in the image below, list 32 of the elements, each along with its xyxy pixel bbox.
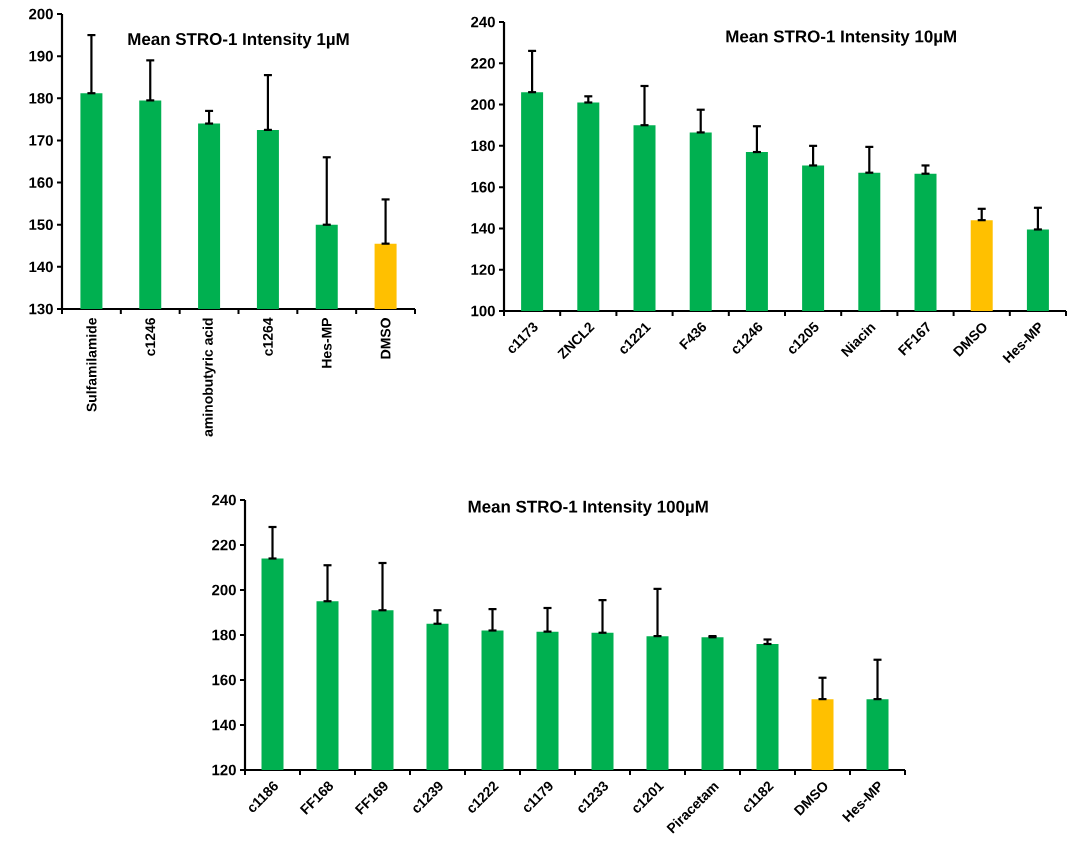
y-tick-label: 100	[471, 305, 495, 317]
y-tick-label: 140	[29, 261, 53, 273]
y-tick-label: 180	[471, 140, 495, 152]
text: Mean STRO-1 Intensity 1µM	[128, 32, 349, 49]
y-tick-label: 240	[471, 16, 495, 28]
x-tick-label: DMSO	[380, 318, 391, 359]
chart-title: Mean STRO-1 Intensity 10µM	[726, 29, 956, 46]
y-tick-label: 160	[471, 181, 495, 193]
y-tick-label: 150	[29, 219, 53, 230]
y-tick-label: 180	[212, 629, 236, 641]
y-tick-label: 200	[29, 8, 53, 20]
x-tick-label: Sulfamilamide	[86, 317, 97, 412]
y-tick-label: 140	[471, 223, 495, 234]
x-tick-label: Hes-MP	[321, 318, 332, 368]
y-tick-label: 240	[212, 494, 236, 506]
y-tick-label: 220	[212, 539, 236, 551]
y-tick-label: 140	[212, 719, 236, 731]
chart-title: Mean STRO-1 Intensity 100µM	[468, 500, 708, 516]
x-tick-label: c1264	[262, 317, 273, 356]
y-tick-label: 120	[212, 764, 236, 776]
x-tick-label: c1246	[145, 318, 156, 356]
y-tick-label: 180	[29, 92, 53, 104]
y-tick-label: 160	[212, 674, 236, 686]
y-tick-label: 170	[29, 135, 53, 146]
y-tick-label: 220	[471, 57, 495, 69]
y-tick-label: 160	[29, 177, 53, 188]
y-tick-label: 190	[29, 50, 53, 62]
y-tick-label: 200	[471, 99, 495, 110]
y-tick-label: 200	[212, 584, 236, 596]
x-tick-label: aminobutyric acid	[202, 318, 216, 437]
y-tick-label: 130	[29, 303, 53, 315]
y-tick-label: 120	[471, 264, 495, 275]
